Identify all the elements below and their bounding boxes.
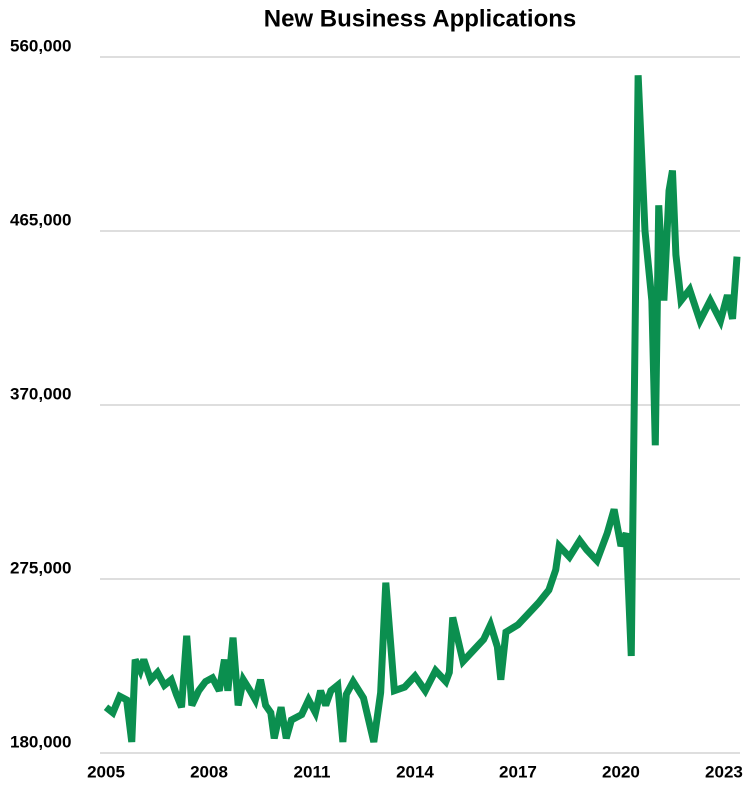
y-tick-label: 180,000: [10, 732, 71, 751]
data-line: [103, 75, 741, 743]
x-tick-label: 2005: [87, 762, 125, 781]
x-tick-label: 2008: [190, 762, 228, 781]
x-tick-label: 2014: [396, 762, 434, 781]
y-tick-label: 370,000: [10, 384, 71, 403]
x-tick-label: 2011: [294, 762, 331, 781]
chart-title: New Business Applications: [264, 5, 577, 32]
x-tick-label: 2020: [602, 762, 640, 781]
x-tick-label: 2023: [705, 762, 743, 781]
x-tick-label: 2017: [499, 762, 537, 781]
y-tick-label: 275,000: [10, 558, 71, 577]
y-tick-label: 465,000: [10, 210, 71, 229]
y-tick-label: 560,000: [10, 36, 71, 55]
